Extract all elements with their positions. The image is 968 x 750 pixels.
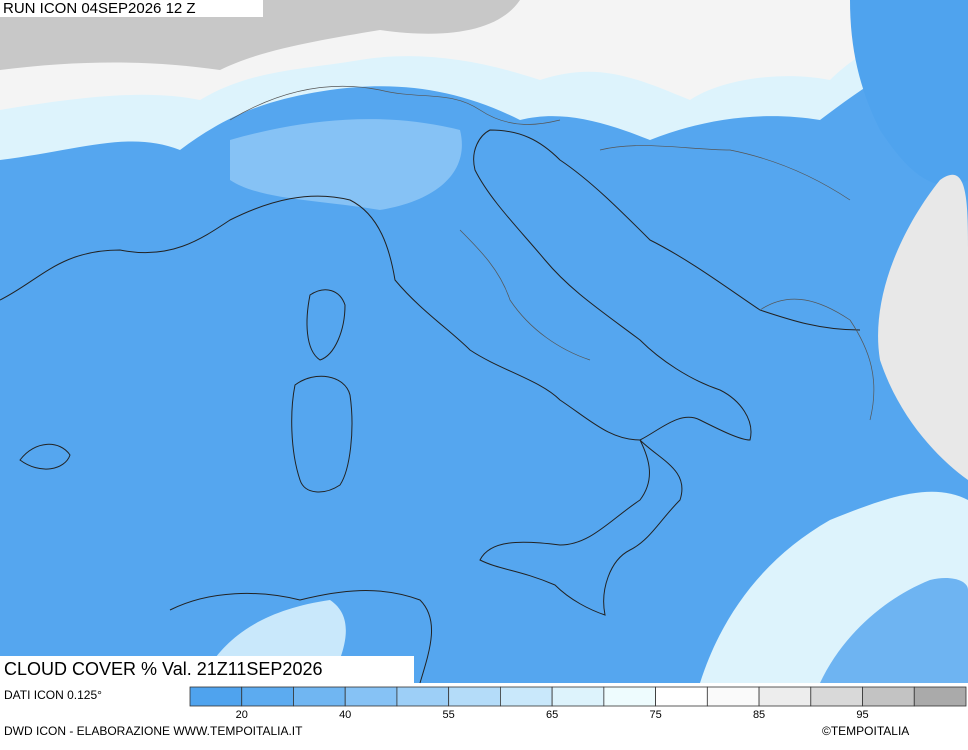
legend-tick-label: 55 xyxy=(443,709,455,721)
legend-swatch xyxy=(241,686,294,707)
legend-swatch xyxy=(655,686,708,707)
legend-swatch xyxy=(448,686,501,707)
legend-swatch xyxy=(706,686,760,707)
legend-tick-label: 95 xyxy=(856,709,868,721)
legend-tick-label: 40 xyxy=(339,709,351,721)
run-label: RUN ICON 04SEP2026 12 Z xyxy=(3,0,196,17)
map: RUN ICON 04SEP2026 12 Z CLOUD COVER % Va… xyxy=(0,0,968,684)
legend-swatch xyxy=(913,686,967,707)
data-source: DATI ICON 0.125° xyxy=(4,688,102,702)
cloud-area xyxy=(230,119,462,210)
map-title: CLOUD COVER % Val. 21Z11SEP2026 xyxy=(4,659,322,679)
cloud-area xyxy=(0,0,520,70)
legend-tick-label: 65 xyxy=(546,709,558,721)
legend-swatch xyxy=(396,686,450,707)
legend-swatch xyxy=(344,686,398,707)
legend-tick-label: 75 xyxy=(649,709,661,721)
run-label-box xyxy=(0,0,263,17)
legend-tick-label: 20 xyxy=(236,709,248,721)
legend-tick-label: 85 xyxy=(753,709,765,721)
coastlines xyxy=(0,129,861,684)
legend-swatch xyxy=(810,686,863,707)
legend-swatch xyxy=(603,686,656,707)
legend-swatch xyxy=(758,686,812,707)
copyright: ©TEMPOITALIA xyxy=(822,724,909,738)
legend-swatch xyxy=(862,686,915,707)
color-legend: 20 40 55 65 75 85 95 xyxy=(189,686,967,721)
cloud-area xyxy=(878,174,968,480)
cloud-area xyxy=(820,578,968,683)
borders xyxy=(229,85,875,421)
legend-swatch xyxy=(499,686,553,707)
legend-swatch xyxy=(551,686,605,707)
legend-swatch xyxy=(293,686,346,707)
legend-swatch xyxy=(189,686,243,707)
cloud-area xyxy=(850,0,968,186)
map-title-box xyxy=(0,656,414,683)
credits: DWD ICON - ELABORAZIONE WWW.TEMPOITALIA.… xyxy=(4,724,303,738)
